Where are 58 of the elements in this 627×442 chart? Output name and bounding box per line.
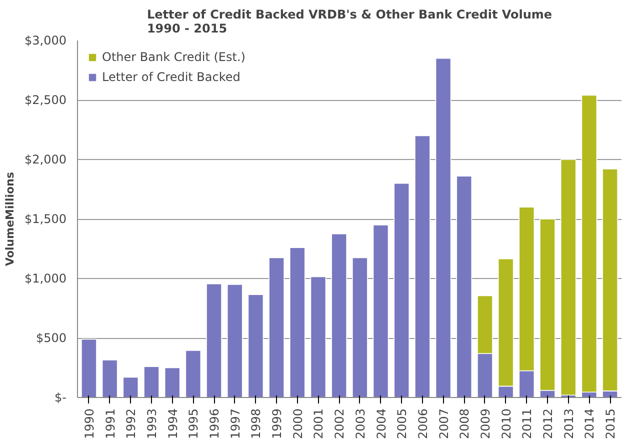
x-tick-label: 2010 (499, 408, 514, 440)
x-tick-label: 1992 (124, 408, 138, 440)
y-tick-label: $2,500 (24, 93, 67, 107)
bar (310, 276, 326, 398)
bar (144, 366, 160, 398)
legend-label: Other Bank Credit (Est.) (102, 50, 246, 64)
x-tick-label: 2001 (312, 408, 326, 440)
y-tick-label: $1,000 (24, 272, 67, 286)
bar (289, 247, 306, 398)
x-tick-label: 2007 (436, 408, 451, 440)
x-tick-label: 1998 (249, 408, 264, 440)
x-tick-label: 2012 (541, 408, 556, 440)
y-tick-label: $2,000 (24, 152, 67, 166)
bar (394, 182, 410, 398)
y-tick-label: $1,500 (24, 212, 67, 226)
bar (185, 350, 202, 398)
x-tick-label: 2014 (582, 408, 597, 440)
bar (164, 367, 180, 398)
bar (581, 94, 598, 393)
x-tick-label: 2006 (416, 408, 430, 440)
x-tick-label: 1996 (208, 408, 222, 440)
bar (206, 283, 222, 398)
bar (414, 135, 430, 398)
x-tick-label: 2000 (290, 408, 305, 440)
bar (560, 159, 576, 396)
bar (435, 58, 452, 398)
x-tick-label: 2005 (395, 408, 410, 440)
chart-title: Letter of Credit Backed VRDB's & Other Bank Credit Volume 1990 - 2015 (146, 8, 552, 36)
x-tick-label: 1994 (166, 408, 180, 440)
x-tick-label: 2003 (353, 408, 368, 440)
bar (122, 376, 139, 398)
bar (226, 284, 243, 398)
x-tick-label: 1991 (103, 408, 118, 440)
legend-label: Letter of Credit Backed (102, 70, 240, 84)
x-tick-label: 2004 (374, 408, 388, 440)
y-tick-label: $500 (36, 331, 67, 345)
x-tick-label: 2013 (562, 408, 576, 440)
x-tick-label: 1999 (270, 408, 284, 440)
bar (81, 338, 97, 398)
bar (456, 176, 472, 398)
bar (268, 257, 284, 398)
bar (372, 224, 389, 398)
x-tick-label: 1990 (82, 408, 96, 440)
bar (248, 294, 264, 398)
y-tick-label: $- (54, 390, 67, 404)
x-tick-label: 2015 (604, 408, 618, 440)
x-tick-label: 2002 (332, 408, 347, 440)
bar (102, 360, 118, 398)
x-tick-label: 1993 (144, 408, 159, 440)
x-tick-label: 2011 (520, 408, 534, 440)
x-tick-label: 1995 (186, 408, 201, 440)
bar (331, 233, 347, 398)
x-tick-label: 2009 (478, 408, 492, 440)
y-tick-label: $3,000 (24, 34, 67, 48)
y-axis-title: VolumeMillions (4, 172, 17, 266)
x-tick-label: 1997 (228, 408, 242, 440)
x-tick-label: 2008 (458, 408, 472, 440)
bar (352, 257, 368, 398)
